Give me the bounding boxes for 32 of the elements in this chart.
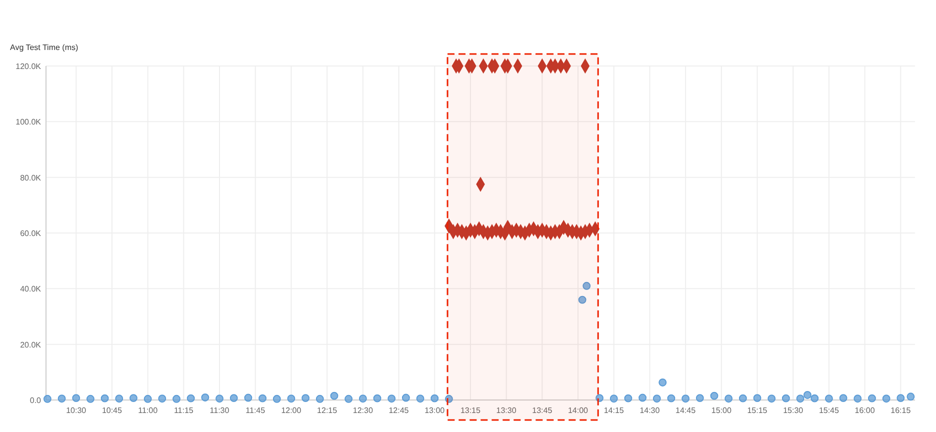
x-tick-label: 12:45 xyxy=(388,406,410,415)
y-axis-title: Avg Test Time (ms) xyxy=(10,43,78,52)
x-tick-label: 14:15 xyxy=(604,406,624,415)
y-tick-label: 80.0K xyxy=(20,173,42,182)
y-tick-label: 40.0K xyxy=(20,284,42,294)
x-tick-label: 16:00 xyxy=(854,406,876,415)
x-tick-label: 10:45 xyxy=(102,406,123,415)
x-tick-label: 13:45 xyxy=(532,406,553,415)
y-tick-label: 120.0K xyxy=(16,62,42,71)
x-tick-label: 13:00 xyxy=(424,406,446,415)
x-tick-label: 15:00 xyxy=(711,406,732,415)
x-tick-label: 14:45 xyxy=(676,406,696,415)
y-tick-label: 20.0K xyxy=(20,340,42,350)
x-tick-label: 15:30 xyxy=(783,406,804,415)
x-tick-label: 10:30 xyxy=(66,406,87,415)
x-tick-label: 13:15 xyxy=(460,406,482,415)
x-tick-label: 13:30 xyxy=(496,406,517,415)
x-tick-label: 11:45 xyxy=(246,406,266,415)
x-tick-label: 12:30 xyxy=(352,406,374,415)
x-tick-label: 11:00 xyxy=(138,406,158,415)
y-tick-label: 100.0K xyxy=(16,118,42,127)
x-tick-label: 11:15 xyxy=(174,406,194,415)
x-tick-label: 12:00 xyxy=(281,406,302,415)
x-tick-label: 16:15 xyxy=(890,406,912,415)
x-tick-label: 14:30 xyxy=(640,406,660,415)
x-tick-label: 12:15 xyxy=(317,406,338,415)
y-tick-label: 60.0K xyxy=(20,229,42,238)
x-tick-label: 15:15 xyxy=(747,406,768,415)
y-tick-label: 0.0 xyxy=(30,396,42,405)
x-tick-label: 11:30 xyxy=(210,406,230,415)
x-tick-label: 14:00 xyxy=(568,406,589,415)
x-tick-label: 15:45 xyxy=(818,406,840,415)
